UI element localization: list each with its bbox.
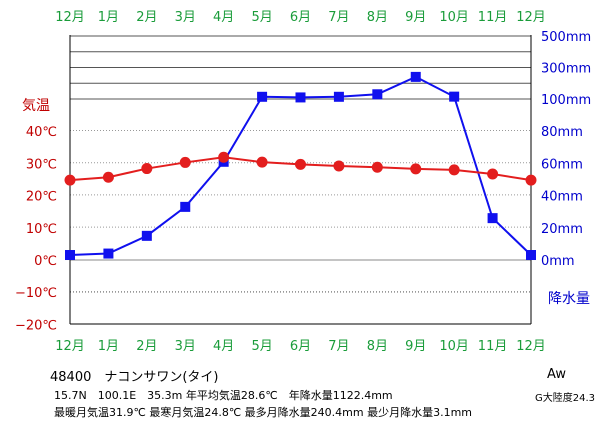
temperature-tick-label: 20℃ [26, 190, 57, 205]
precipitation-point [141, 230, 152, 241]
precipitation-point [487, 213, 498, 224]
precipitation-tick-label: 80mm [541, 125, 583, 140]
month-label: 5月 [251, 339, 272, 354]
temperature-point [256, 156, 268, 168]
precipitation-axis-title: 降水量 [548, 291, 590, 307]
precipitation-tick-label: 500mm [541, 30, 591, 45]
plot-frame [69, 35, 532, 325]
climate-classification: Aw [547, 367, 566, 382]
precipitation-axis: 500mm 300mm 100mm 80mm 60mm 40mm 20mm 0mm 降水量 [541, 30, 591, 307]
precipitation-tick-label: 0mm [541, 254, 575, 269]
month-label: 3月 [175, 339, 196, 354]
temperature-point [64, 174, 76, 186]
precipitation-point [449, 91, 460, 102]
station-summary-line-1: 15.7N 100.1E 35.3m 年平均気温28.6℃ 年降水量1122.4… [54, 389, 393, 402]
precipitation-point [257, 91, 268, 102]
month-label: 10月 [439, 10, 469, 25]
station-summary-line-2: 最暖月気温31.9℃ 最寒月気温24.8℃ 最多月降水量240.4mm 最少月降… [54, 406, 473, 419]
precipitation-point [333, 91, 344, 102]
temperature-point [410, 163, 422, 175]
precipitation-point [180, 201, 191, 212]
temperature-point [448, 164, 460, 176]
temperature-tick-label: 0℃ [34, 254, 57, 269]
month-label: 12月 [55, 339, 85, 354]
month-label: 6月 [290, 339, 311, 354]
precipitation-point [526, 250, 536, 261]
month-label: 5月 [251, 10, 272, 25]
month-label: 6月 [290, 10, 311, 25]
month-label: 12月 [516, 339, 546, 354]
month-label: 1月 [98, 10, 119, 25]
temperature-point [525, 174, 537, 186]
temperature-tick-label: 30℃ [26, 157, 57, 172]
continentality-index: G大陸度24.3 [535, 393, 596, 404]
temperature-point [487, 168, 499, 180]
temperature-point [295, 158, 306, 170]
month-label: 11月 [478, 10, 508, 25]
month-label: 4月 [213, 339, 234, 354]
month-label: 12月 [516, 10, 546, 25]
precipitation-tick-label: 100mm [541, 93, 591, 108]
precipitation-point [103, 248, 114, 259]
temperature-point [179, 156, 191, 168]
month-label: 8月 [367, 10, 388, 25]
precipitation-tick-label: 40mm [541, 190, 583, 205]
temperature-point [371, 161, 383, 173]
month-label: 9月 [405, 10, 426, 25]
precipitation-point [372, 89, 383, 100]
month-label: 8月 [367, 339, 388, 354]
month-label: 2月 [136, 339, 157, 354]
month-label: 7月 [328, 10, 349, 25]
grid [70, 35, 531, 293]
month-label: 12月 [55, 10, 85, 25]
month-label: 7月 [328, 339, 349, 354]
precipitation-tick-label: 300mm [541, 62, 591, 77]
temperature-tick-label: −10℃ [15, 286, 57, 301]
month-label: 11月 [478, 339, 508, 354]
temperature-tick-label: 40℃ [26, 125, 57, 140]
month-label: 9月 [405, 339, 426, 354]
temperature-axis-title: 気温 [22, 98, 50, 114]
precipitation-tick-label: 60mm [541, 157, 583, 172]
bottom-month-labels: 12月 1月 2月 3月 4月 5月 6月 7月 8月 9月 10月 11月 12月 [55, 339, 546, 354]
temperature-tick-label: −20℃ [15, 318, 57, 333]
top-month-labels: 12月 1月 2月 3月 4月 5月 6月 7月 8月 9月 10月 11月 12月 [55, 10, 546, 25]
precipitation-point [410, 71, 421, 82]
temperature-point [102, 171, 114, 183]
month-label: 1月 [98, 339, 119, 354]
temperature-axis: 気温 40℃ 30℃ 20℃ 10℃ 0℃ −10℃ −20℃ [15, 98, 57, 333]
precipitation-point [295, 92, 306, 103]
month-label: 2月 [136, 10, 157, 25]
temperature-point [141, 163, 153, 175]
precipitation-tick-label: 20mm [541, 222, 583, 237]
month-label: 3月 [175, 10, 196, 25]
temperature-tick-label: 10℃ [26, 222, 57, 237]
station-name: 48400 ナコンサワン(タイ) [50, 370, 219, 385]
month-label: 10月 [439, 339, 469, 354]
precipitation-point [65, 250, 75, 261]
temperature-point [333, 160, 345, 172]
temperature-point [218, 151, 230, 163]
temperature-series [64, 151, 537, 186]
month-label: 4月 [213, 10, 234, 25]
